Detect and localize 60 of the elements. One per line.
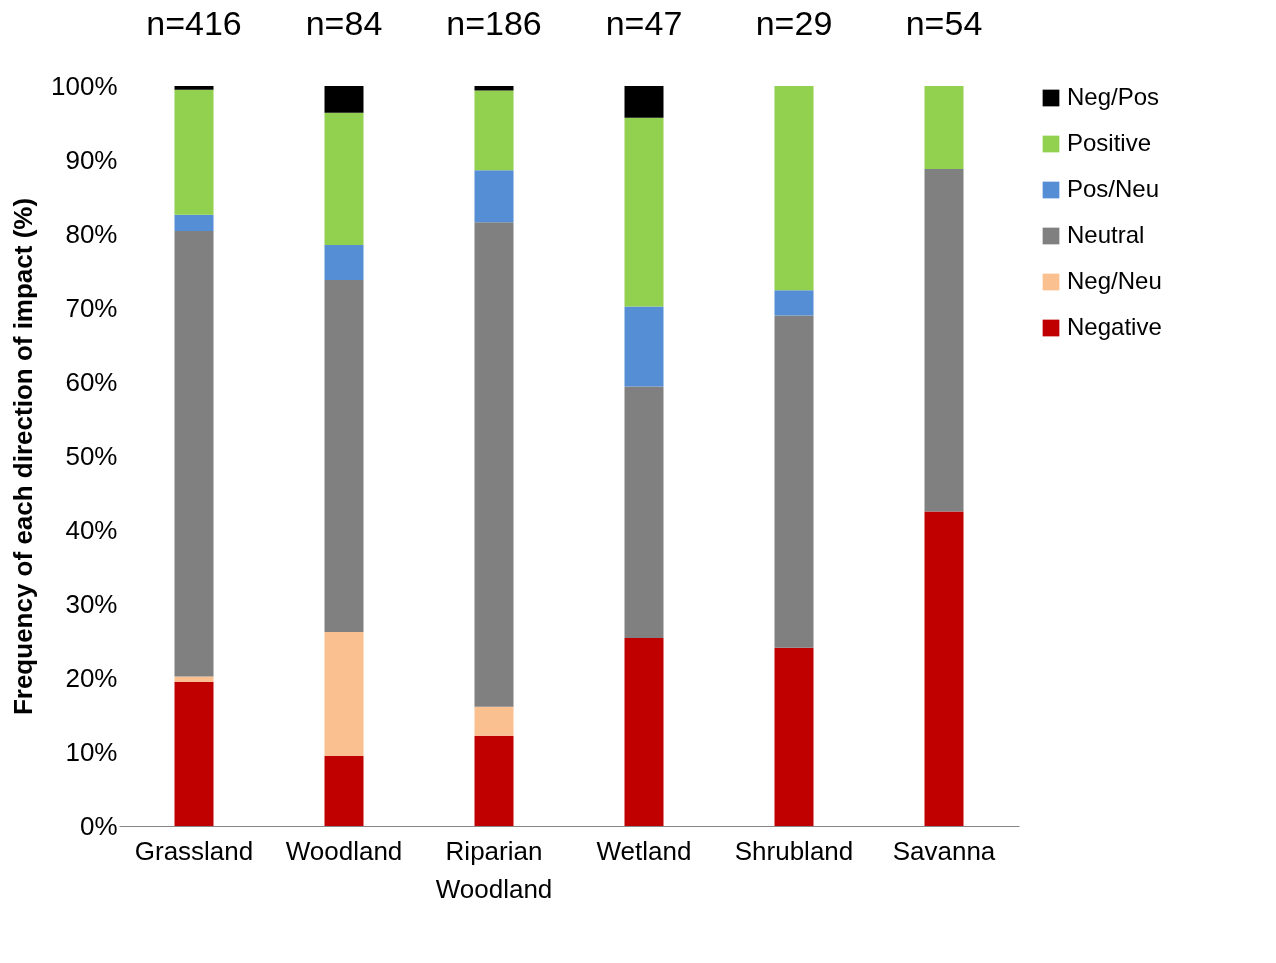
bar <box>474 706 514 736</box>
bar <box>174 681 214 826</box>
bar <box>324 86 364 113</box>
text: n=84 <box>305 4 383 42</box>
legend-label: Pos/Neu <box>1067 175 1160 202</box>
bar <box>174 214 214 232</box>
bar <box>324 632 364 756</box>
legend-label: Neutral <box>1067 221 1145 248</box>
y-tick-label: 100% <box>51 70 118 101</box>
text: n=29 <box>755 4 833 42</box>
legend-label: Positive <box>1067 129 1152 156</box>
text: n=54 <box>905 4 983 42</box>
x-tick-label: Wetland <box>596 835 692 866</box>
bar <box>324 112 364 246</box>
bar <box>774 290 814 316</box>
bar <box>174 231 214 677</box>
bar <box>774 647 814 826</box>
bar <box>174 89 214 215</box>
bar <box>624 386 664 639</box>
y-tick-label: 70% <box>65 292 118 323</box>
y-tick-label: 40% <box>65 514 118 545</box>
bar <box>324 279 364 633</box>
x-tick-label: Grassland <box>134 835 254 866</box>
legend-label: Neg/Neu <box>1067 267 1162 294</box>
bar <box>174 676 214 682</box>
legend-label: Negative <box>1067 313 1162 340</box>
x-tick-label: Riparian Woodland <box>435 835 553 904</box>
y-tick-label: 10% <box>65 736 118 767</box>
bar <box>474 90 514 171</box>
y-tick-label: 90% <box>65 144 118 175</box>
bar <box>624 117 664 307</box>
x-tick-label: Woodland <box>285 835 403 866</box>
bar <box>924 511 964 826</box>
bar <box>324 245 364 280</box>
bar <box>624 638 664 826</box>
bar <box>474 735 514 826</box>
text: n=416 <box>146 4 242 42</box>
y-tick-label: 20% <box>65 662 118 693</box>
bar <box>324 755 364 826</box>
bar <box>924 168 964 512</box>
y-tick-label: 80% <box>65 218 118 249</box>
bar <box>774 86 814 291</box>
text: n=186 <box>446 4 542 42</box>
x-tick-label: Shrubland <box>734 835 854 866</box>
legend-label: Neg/Pos <box>1067 83 1160 110</box>
y-tick-label: 30% <box>65 588 118 619</box>
bar <box>174 86 214 90</box>
bar <box>624 306 664 387</box>
bar <box>474 170 514 223</box>
bar <box>474 222 514 707</box>
bar <box>624 86 664 118</box>
bar <box>474 86 514 91</box>
y-tick-label: 60% <box>65 366 118 397</box>
x-tick-label: Savanna <box>892 835 996 866</box>
y-axis-title: Frequency of each direction of impact (%) <box>8 197 38 716</box>
bar <box>774 315 814 648</box>
y-tick-label: 50% <box>65 440 118 471</box>
bar <box>924 86 964 169</box>
text: n=47 <box>605 4 683 42</box>
y-tick-label: 0% <box>79 810 118 841</box>
